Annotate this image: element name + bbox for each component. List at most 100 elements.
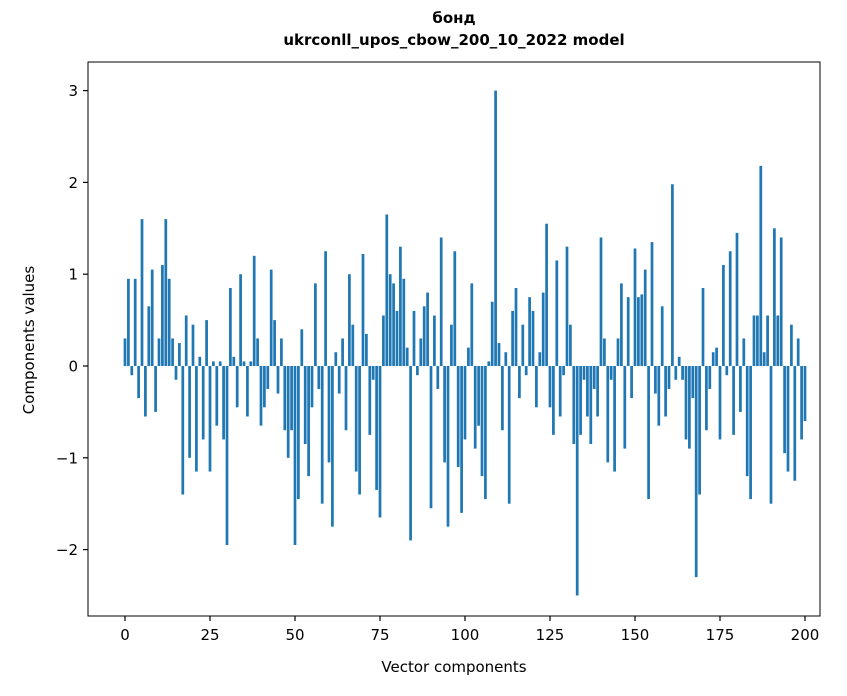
bar xyxy=(473,366,477,449)
bar xyxy=(671,184,674,366)
bar xyxy=(528,297,531,366)
bar xyxy=(773,228,776,366)
bar xyxy=(514,287,518,366)
bar xyxy=(460,366,463,513)
bar xyxy=(582,366,586,380)
bar xyxy=(280,338,283,366)
bar xyxy=(521,324,525,366)
bar xyxy=(378,366,382,518)
chart-title: бонд ukrconll_upos_cbow_200_10_2022 mode… xyxy=(88,8,820,52)
bar xyxy=(310,366,314,408)
bar xyxy=(127,278,130,366)
bar xyxy=(735,232,739,366)
bar xyxy=(388,274,392,366)
bar xyxy=(749,366,752,500)
bar xyxy=(273,320,276,366)
bar xyxy=(416,366,419,376)
bar xyxy=(365,333,368,366)
bar xyxy=(195,366,198,472)
bar xyxy=(739,366,742,412)
bar xyxy=(184,315,188,366)
bar xyxy=(722,265,725,366)
bar xyxy=(229,287,232,366)
bar xyxy=(324,251,327,366)
bar xyxy=(681,366,684,380)
bar xyxy=(548,366,552,408)
y-tick-label: 2 xyxy=(68,174,78,192)
bar xyxy=(382,315,385,366)
y-tick-label: 3 xyxy=(68,82,78,100)
bar xyxy=(790,324,793,366)
bar xyxy=(337,366,341,394)
bar xyxy=(494,90,497,366)
bar xyxy=(453,251,457,366)
bar xyxy=(276,366,280,394)
bar xyxy=(371,366,375,380)
bar xyxy=(198,356,202,366)
bar xyxy=(616,338,620,366)
bar xyxy=(225,366,229,546)
bar xyxy=(314,283,317,366)
chart-title-line2: ukrconll_upos_cbow_200_10_2022 model xyxy=(283,30,625,49)
bar xyxy=(290,366,293,431)
bar xyxy=(450,324,453,366)
bar xyxy=(456,366,460,467)
bar xyxy=(511,310,514,366)
bar xyxy=(691,366,695,399)
chart-title-line1: бонд xyxy=(432,9,476,27)
bar xyxy=(293,366,297,546)
bar xyxy=(660,306,664,366)
bar xyxy=(776,315,780,366)
bar xyxy=(647,366,650,500)
bar xyxy=(157,338,161,366)
bar xyxy=(242,361,246,366)
bar xyxy=(344,366,348,431)
bar xyxy=(144,366,147,417)
y-tick-label: 0 xyxy=(68,358,78,376)
bar xyxy=(684,366,688,440)
bar xyxy=(123,338,127,366)
bar xyxy=(161,265,164,366)
bar xyxy=(239,274,242,366)
bar xyxy=(555,260,559,366)
x-tick-label: 200 xyxy=(791,626,820,644)
bar xyxy=(677,356,681,366)
bar xyxy=(694,366,698,578)
bar xyxy=(698,366,701,495)
bar xyxy=(504,352,508,366)
bar xyxy=(623,366,627,449)
bar xyxy=(395,310,399,366)
bar xyxy=(208,366,212,472)
bar xyxy=(579,366,582,435)
bar xyxy=(361,254,365,366)
bar xyxy=(524,366,528,376)
bar xyxy=(531,310,535,366)
x-tick-label: 175 xyxy=(706,626,735,644)
y-tick-label: −1 xyxy=(56,449,78,467)
bar xyxy=(249,361,253,366)
bar xyxy=(178,343,181,366)
bar xyxy=(409,366,412,541)
x-axis-label: Vector components xyxy=(381,658,527,676)
bar xyxy=(674,366,678,380)
bar xyxy=(552,366,555,435)
bar xyxy=(286,366,290,458)
bar xyxy=(327,366,331,463)
bar xyxy=(181,366,185,495)
bar xyxy=(201,366,205,440)
bar xyxy=(538,352,542,366)
bar xyxy=(732,366,735,435)
bar xyxy=(154,366,157,412)
bar xyxy=(470,283,474,366)
bar xyxy=(786,366,790,472)
bar xyxy=(688,366,691,449)
bar xyxy=(728,251,732,366)
bar xyxy=(174,366,178,380)
bar xyxy=(769,366,773,504)
bar xyxy=(446,366,450,527)
x-tick-label: 150 xyxy=(621,626,650,644)
bar xyxy=(426,292,429,366)
bar xyxy=(297,366,300,500)
